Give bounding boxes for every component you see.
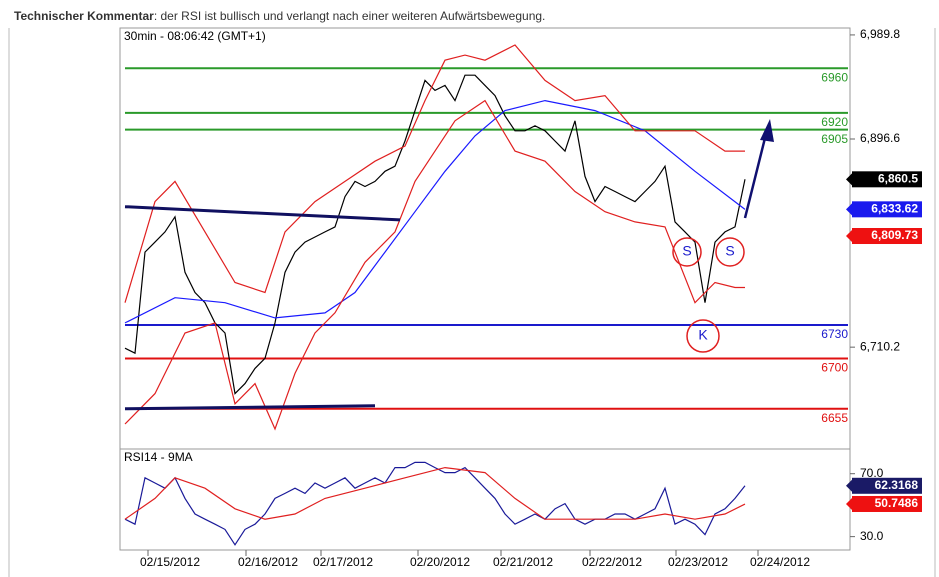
- level-label: 6920: [821, 115, 848, 129]
- comment: Technischer Kommentar: der RSI ist bulli…: [14, 9, 545, 23]
- value-tag-label: 50.7486: [875, 496, 919, 510]
- value-tag-pointer: [846, 173, 852, 186]
- value-tag-label: 62.3168: [875, 478, 919, 492]
- series-line: [124, 74, 746, 395]
- annotation-text: S: [725, 243, 734, 259]
- series-line: [124, 205, 401, 222]
- series-line: [124, 461, 746, 546]
- value-tag-pointer: [846, 230, 852, 243]
- value-tag-label: 6,809.73: [871, 228, 918, 242]
- panel-title: RSI14 - 9MA: [124, 450, 193, 464]
- arrow: [743, 133, 768, 219]
- value-tag-pointer: [846, 479, 852, 492]
- x-tick-label: 02/20/2012: [410, 555, 470, 569]
- value-tag-label: 6,860.5: [878, 171, 918, 185]
- level-label: 6730: [821, 327, 848, 341]
- y-tick-label: 30.0: [860, 529, 884, 543]
- level-label: 6960: [821, 70, 848, 84]
- series-line: [124, 99, 746, 324]
- x-tick-label: 02/22/2012: [582, 555, 642, 569]
- annotation-circle: [686, 319, 720, 353]
- level-label: 6655: [821, 411, 848, 425]
- comment-text: : der RSI ist bullisch und verlangt nach…: [153, 9, 546, 23]
- annotation-circle: [672, 237, 702, 267]
- y-tick-label: 6,896.6: [860, 131, 900, 145]
- value-tag-label: 6,833.62: [871, 202, 918, 216]
- panel-title: 30min - 08:06:42 (GMT+1): [124, 29, 266, 43]
- y-tick-label: 6,989.8: [860, 27, 900, 41]
- value-tag: [852, 201, 922, 218]
- series-line: [124, 466, 746, 520]
- x-tick-label: 02/17/2012: [313, 555, 373, 569]
- value-tag-pointer: [846, 203, 852, 216]
- x-tick-label: 02/21/2012: [493, 555, 553, 569]
- level-label: 6700: [821, 361, 848, 375]
- series-line: [124, 44, 745, 303]
- level-label: 6905: [821, 132, 848, 146]
- series-line: [124, 99, 745, 431]
- value-tag-pointer: [846, 497, 852, 510]
- value-tag: [852, 171, 922, 188]
- x-tick-label: 02/23/2012: [668, 555, 728, 569]
- plot-frame: [119, 27, 851, 551]
- annotation: S S K: [672, 237, 745, 353]
- annotation-text: S: [682, 243, 691, 259]
- value-tag: [852, 228, 922, 245]
- plot-layer: 30min - 08:06:42 (GMT+1) 6960 6920 6905 6730…: [124, 27, 922, 569]
- series-line: [124, 404, 376, 411]
- x-tick-label: 02/15/2012: [140, 555, 200, 569]
- value-tag: [852, 495, 922, 512]
- value-tag: [852, 477, 922, 494]
- annotation-text: K: [698, 327, 708, 343]
- x-tick-label: 02/16/2012: [238, 555, 298, 569]
- annotation-circle: [715, 237, 745, 267]
- y-tick-label: 70.0: [860, 466, 884, 480]
- arrow-head: [760, 119, 774, 142]
- comment-label: Technischer Kommentar: [14, 9, 154, 23]
- x-tick-label: 02/24/2012: [750, 555, 810, 569]
- y-tick-label: 6,710.2: [860, 339, 900, 353]
